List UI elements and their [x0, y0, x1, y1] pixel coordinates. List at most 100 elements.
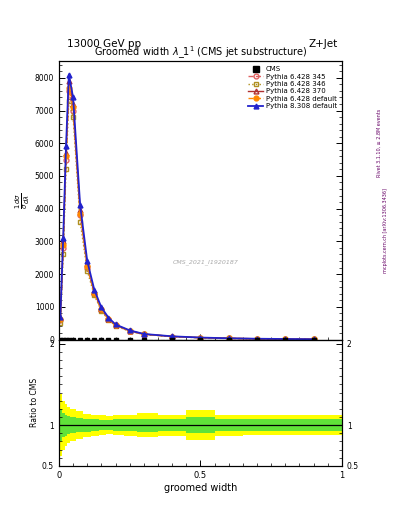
CMS — [255, 336, 259, 343]
Pythia 6.428 370 — [127, 328, 132, 334]
Pythia 6.428 346 — [64, 166, 68, 173]
Pythia 6.428 345 — [106, 316, 111, 323]
Pythia 6.428 345 — [92, 291, 97, 297]
Pythia 8.308 default — [78, 202, 83, 208]
Pythia 6.428 345 — [61, 245, 66, 251]
CMS — [58, 336, 63, 343]
Pythia 6.428 345 — [64, 157, 68, 163]
Pythia 8.308 default — [311, 336, 316, 342]
CMS — [113, 336, 118, 343]
Pythia 6.428 370 — [92, 289, 97, 295]
Pythia 6.428 default — [61, 242, 66, 248]
Pythia 6.428 370 — [113, 322, 118, 328]
Pythia 6.428 346 — [113, 323, 118, 329]
Pythia 6.428 370 — [64, 150, 68, 156]
Pythia 6.428 default — [71, 104, 75, 110]
Pythia 6.428 345 — [170, 333, 174, 339]
CMS — [64, 336, 68, 343]
Pythia 6.428 345 — [127, 328, 132, 334]
Pythia 6.428 370 — [85, 261, 90, 267]
CMS — [78, 336, 83, 343]
CMS — [283, 336, 288, 343]
Text: Rivet 3.1.10, ≥ 2.8M events: Rivet 3.1.10, ≥ 2.8M events — [377, 109, 382, 178]
Text: mcplots.cern.ch [arXiv:1306.3436]: mcplots.cern.ch [arXiv:1306.3436] — [383, 188, 387, 273]
Pythia 6.428 345 — [226, 335, 231, 342]
Pythia 6.428 346 — [71, 114, 75, 120]
Pythia 6.428 default — [170, 333, 174, 339]
Pythia 6.428 346 — [141, 331, 146, 337]
Pythia 6.428 346 — [66, 98, 71, 104]
Pythia 6.428 346 — [255, 336, 259, 342]
Line: Pythia 6.428 default: Pythia 6.428 default — [58, 85, 316, 342]
Pythia 6.428 346 — [226, 335, 231, 342]
Y-axis label: Ratio to CMS: Ratio to CMS — [30, 378, 39, 428]
Pythia 8.308 default — [71, 94, 75, 100]
Pythia 6.428 345 — [113, 323, 118, 329]
Pythia 8.308 default — [255, 336, 259, 342]
Pythia 8.308 default — [92, 287, 97, 293]
Pythia 6.428 370 — [99, 306, 104, 312]
Pythia 6.428 default — [64, 153, 68, 159]
CMS — [127, 336, 132, 343]
Pythia 6.428 default — [198, 335, 203, 341]
Legend: CMS, Pythia 6.428 345, Pythia 6.428 346, Pythia 6.428 370, Pythia 6.428 default,: CMS, Pythia 6.428 345, Pythia 6.428 346,… — [246, 65, 338, 111]
Y-axis label: $\frac{1}{\sigma}\frac{d\sigma}{d\lambda}$: $\frac{1}{\sigma}\frac{d\sigma}{d\lambda… — [14, 193, 32, 209]
CMS — [311, 336, 316, 343]
Line: Pythia 8.308 default: Pythia 8.308 default — [58, 72, 316, 342]
Pythia 6.428 370 — [141, 331, 146, 337]
Pythia 6.428 346 — [127, 328, 132, 334]
Pythia 6.428 default — [106, 316, 111, 322]
CMS — [66, 336, 71, 343]
Pythia 6.428 346 — [106, 317, 111, 323]
Text: CMS_2021_I1920187: CMS_2021_I1920187 — [173, 259, 239, 265]
CMS — [85, 336, 90, 343]
Pythia 6.428 346 — [61, 251, 66, 258]
Line: Pythia 6.428 345: Pythia 6.428 345 — [58, 89, 316, 342]
Pythia 6.428 345 — [198, 335, 203, 341]
Pythia 6.428 370 — [170, 333, 174, 339]
Pythia 6.428 370 — [198, 334, 203, 340]
Pythia 6.428 346 — [78, 219, 83, 225]
Pythia 6.428 346 — [170, 334, 174, 340]
Pythia 6.428 346 — [99, 308, 104, 314]
Pythia 8.308 default — [61, 235, 66, 241]
Pythia 6.428 370 — [78, 207, 83, 214]
CMS — [92, 336, 97, 343]
Pythia 6.428 370 — [283, 336, 288, 342]
Pythia 6.428 345 — [99, 307, 104, 313]
CMS — [106, 336, 111, 343]
Pythia 8.308 default — [85, 258, 90, 264]
Pythia 8.308 default — [66, 72, 71, 78]
Pythia 6.428 346 — [92, 292, 97, 298]
Pythia 6.428 346 — [58, 320, 63, 326]
CMS — [141, 336, 146, 343]
Pythia 6.428 default — [255, 336, 259, 342]
Pythia 6.428 345 — [141, 331, 146, 337]
Pythia 6.428 345 — [311, 336, 316, 343]
Pythia 6.428 default — [283, 336, 288, 342]
Pythia 6.428 346 — [311, 336, 316, 343]
Pythia 6.428 345 — [58, 317, 63, 323]
Pythia 6.428 345 — [255, 336, 259, 342]
Pythia 6.428 370 — [58, 315, 63, 322]
Line: Pythia 6.428 346: Pythia 6.428 346 — [58, 98, 316, 342]
Pythia 6.428 default — [85, 263, 90, 269]
Pythia 8.308 default — [99, 305, 104, 311]
Pythia 6.428 default — [226, 335, 231, 342]
Pythia 8.308 default — [113, 322, 118, 328]
Pythia 6.428 370 — [311, 336, 316, 342]
Line: CMS: CMS — [58, 337, 316, 342]
Line: Pythia 6.428 370: Pythia 6.428 370 — [58, 79, 316, 342]
Pythia 6.428 default — [127, 328, 132, 334]
Pythia 6.428 default — [66, 84, 71, 91]
Pythia 8.308 default — [141, 331, 146, 337]
CMS — [71, 336, 75, 343]
Pythia 8.308 default — [226, 335, 231, 342]
Pythia 6.428 345 — [78, 212, 83, 218]
Pythia 6.428 370 — [106, 315, 111, 322]
Pythia 6.428 default — [92, 290, 97, 296]
Pythia 6.428 370 — [61, 238, 66, 244]
Pythia 6.428 346 — [283, 336, 288, 342]
Pythia 6.428 346 — [85, 268, 90, 274]
CMS — [198, 336, 203, 343]
